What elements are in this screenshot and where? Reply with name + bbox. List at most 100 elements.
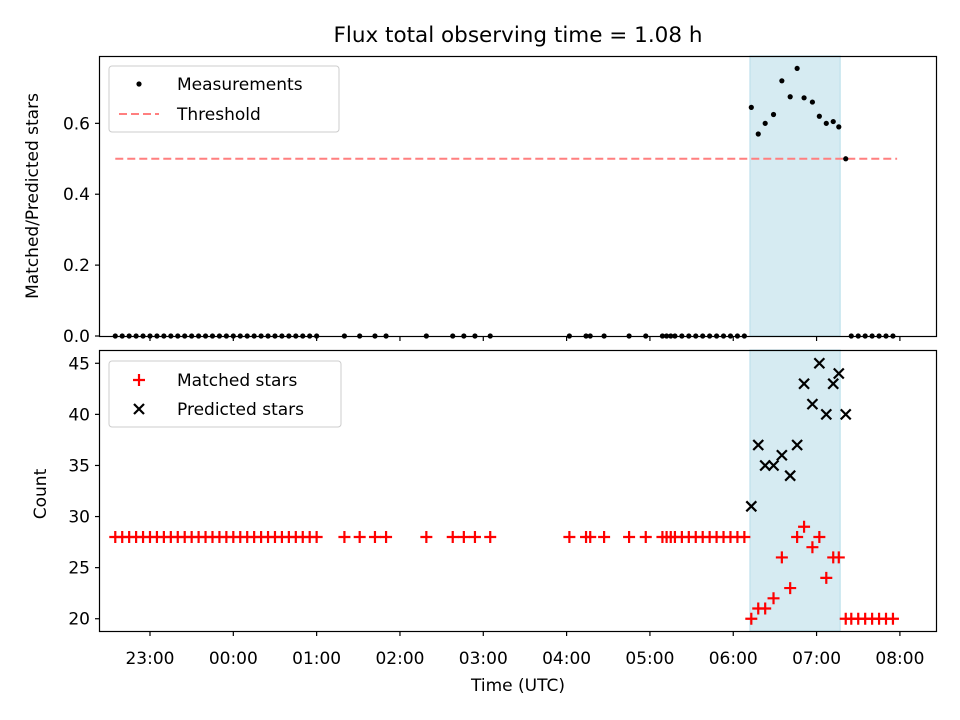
x-tick-label: 07:00 — [792, 649, 841, 669]
matched-star-point — [353, 530, 366, 543]
predicted-stars-legend-marker — [133, 403, 145, 415]
bottom-axes-frame — [98, 349, 938, 633]
matched-star-point — [563, 530, 576, 543]
top-legend: Measurements Threshold — [108, 65, 340, 133]
matched-star-point — [310, 530, 323, 543]
matched-star-point — [820, 571, 833, 584]
matched-star-point — [484, 530, 497, 543]
matched-star-point — [738, 530, 751, 543]
bottom-legend: Matched stars Predicted stars — [108, 360, 342, 428]
x-tick-label: 06:00 — [709, 649, 758, 669]
predicted-star-point — [752, 439, 765, 451]
bottom-y-axis-label: Count — [31, 468, 51, 519]
predicted-star-point — [776, 449, 788, 462]
matched-star-point — [784, 582, 797, 595]
threshold-legend-label: Threshold — [176, 105, 261, 125]
top-y-tick-label: 0.0 — [63, 327, 90, 347]
bottom-y-tick-label: 35 — [68, 456, 90, 476]
matched-star-point — [598, 530, 611, 543]
predicted-star-point — [833, 367, 845, 380]
matched-star-point — [759, 602, 772, 615]
top-y-axis-label: Matched/Predicted stars — [23, 93, 43, 299]
top-y-tick-label: 0.6 — [63, 114, 90, 134]
x-tick-label: 05:00 — [625, 649, 674, 669]
x-tick-label: 00:00 — [209, 649, 258, 669]
matched-star-point — [832, 551, 845, 564]
bottom-legend-box — [108, 360, 342, 428]
measurement-point — [816, 113, 822, 119]
predicted-star-point — [806, 398, 819, 410]
x-tick-label: 02:00 — [375, 649, 424, 669]
top-legend-box — [108, 65, 340, 133]
bottom-panel: 23:00 00:00 01:00 02:00 03:00 04:00 05:00 06:00… — [31, 349, 938, 696]
measurement-point — [836, 124, 842, 130]
matched-star-point — [639, 530, 652, 543]
matched-star-point — [886, 612, 899, 625]
figure-title: Flux total observing time = 1.08 h — [334, 23, 703, 48]
measurement-point — [770, 111, 777, 118]
matched-stars-series — [109, 520, 899, 625]
bottom-y-ticks: 20 25 30 35 40 45 — [68, 354, 100, 630]
top-axes-frame — [98, 55, 938, 338]
predicted-star-point — [813, 357, 826, 370]
predicted-stars-series — [745, 357, 852, 513]
x-tick-label: 23:00 — [125, 649, 174, 669]
predicted-star-point — [827, 377, 840, 390]
predicted-star-point — [784, 469, 796, 482]
measurement-point — [787, 94, 793, 100]
predicted-star-point — [745, 500, 758, 513]
measurement-point — [809, 99, 816, 105]
measurement-point — [762, 120, 768, 126]
top-y-tick-label: 0.4 — [63, 185, 90, 205]
bottom-y-tick-label: 30 — [68, 508, 90, 528]
matched-star-point — [368, 530, 381, 543]
bottom-y-tick-label: 20 — [68, 610, 90, 630]
matched-star-point — [813, 530, 826, 543]
measurements-series — [112, 65, 896, 339]
matched-star-point — [806, 541, 819, 554]
matched-star-point — [798, 520, 811, 533]
bottom-y-tick-label: 45 — [68, 354, 90, 374]
matched-star-point — [767, 592, 780, 605]
matched-stars-legend-label: Matched stars — [177, 371, 297, 391]
predicted-star-point — [791, 439, 803, 451]
matched-star-point — [791, 530, 804, 543]
measurement-point — [779, 78, 785, 84]
matched-star-point — [446, 530, 459, 543]
x-tick-label: 03:00 — [459, 649, 508, 669]
measurements-legend-marker — [136, 81, 142, 87]
measurement-point — [801, 95, 807, 101]
matched-star-point — [468, 530, 481, 543]
x-tick-label: 04:00 — [542, 649, 591, 669]
matched-star-point — [420, 530, 433, 543]
bottom-y-tick-label: 40 — [68, 405, 90, 425]
x-axis-label: Time (UTC) — [470, 676, 565, 696]
predicted-stars-legend-label: Predicted stars — [177, 400, 304, 420]
measurements-legend-label: Measurements — [177, 75, 303, 95]
matched-star-point — [584, 530, 597, 543]
matched-star-point — [775, 551, 788, 564]
top-y-tick-label: 0.2 — [63, 256, 90, 276]
measurement-point — [843, 156, 849, 162]
bottom-x-ticks: 23:00 00:00 01:00 02:00 03:00 04:00 05:00 06:00… — [125, 631, 924, 669]
measurement-point — [748, 104, 754, 110]
top-y-ticks: 0.0 0.2 0.4 0.6 — [63, 114, 100, 347]
top-panel: 0.0 0.2 0.4 0.6 Matched/Predicted stars Mea… — [23, 55, 938, 347]
measurement-point — [755, 131, 761, 137]
matched-star-point — [623, 530, 636, 543]
matched-stars-legend-marker — [133, 374, 145, 386]
x-tick-label: 08:00 — [875, 649, 924, 669]
predicted-star-point — [798, 377, 810, 390]
matched-star-point — [745, 612, 758, 625]
matched-star-point — [457, 530, 470, 543]
measurement-point — [823, 120, 829, 126]
predicted-star-point — [767, 459, 780, 472]
predicted-star-point — [820, 408, 833, 421]
bottom-y-tick-label: 25 — [68, 559, 90, 579]
matched-star-point — [380, 530, 393, 543]
predicted-star-point — [759, 459, 771, 472]
predicted-star-point — [839, 408, 852, 421]
measurement-point — [794, 65, 800, 72]
matched-star-point — [338, 530, 351, 543]
